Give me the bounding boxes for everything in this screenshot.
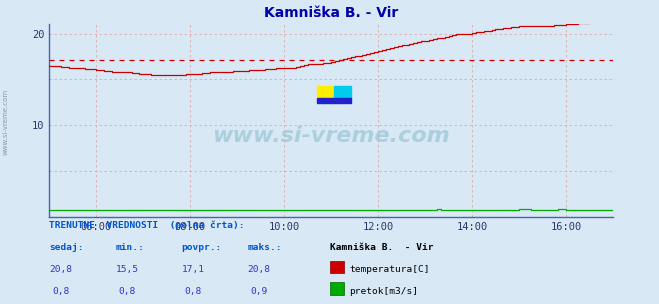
Text: TRENUTNE  VREDNOSTI  (polna črta):: TRENUTNE VREDNOSTI (polna črta): — [49, 220, 245, 230]
Text: 15,5: 15,5 — [116, 265, 138, 274]
Text: Kamniška B.  - Vir: Kamniška B. - Vir — [330, 243, 433, 252]
Text: 0,8: 0,8 — [185, 287, 202, 296]
Text: 0,9: 0,9 — [250, 287, 268, 296]
Text: pretok[m3/s]: pretok[m3/s] — [349, 287, 418, 296]
Text: sedaj:: sedaj: — [49, 243, 84, 252]
Bar — [317, 86, 334, 98]
Text: 20,8: 20,8 — [248, 265, 270, 274]
Text: 17,1: 17,1 — [182, 265, 204, 274]
Text: povpr.:: povpr.: — [181, 243, 221, 252]
Text: www.si-vreme.com: www.si-vreme.com — [212, 126, 450, 146]
Bar — [334, 86, 351, 98]
Text: min.:: min.: — [115, 243, 144, 252]
Text: 20,8: 20,8 — [50, 265, 72, 274]
Text: temperatura[C]: temperatura[C] — [349, 265, 430, 274]
Text: 0,8: 0,8 — [119, 287, 136, 296]
Title: Kamniška B. - Vir: Kamniška B. - Vir — [264, 6, 398, 20]
Text: maks.:: maks.: — [247, 243, 281, 252]
Text: 0,8: 0,8 — [53, 287, 70, 296]
Bar — [317, 98, 351, 103]
Text: www.si-vreme.com: www.si-vreme.com — [2, 88, 9, 155]
